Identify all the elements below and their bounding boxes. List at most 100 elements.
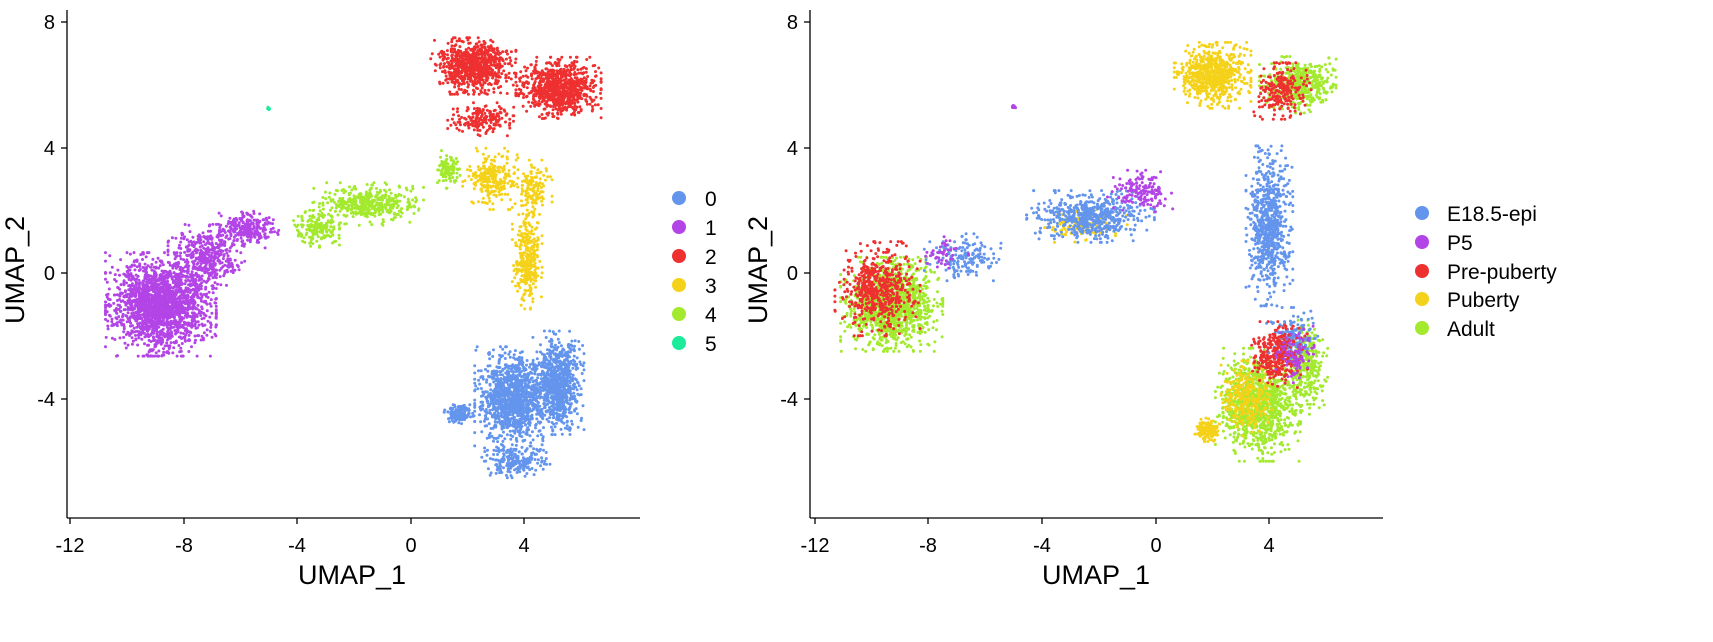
scatter-point bbox=[136, 274, 140, 278]
scatter-point bbox=[451, 64, 455, 68]
scatter-point bbox=[464, 48, 468, 52]
scatter-point bbox=[475, 121, 479, 125]
scatter-point bbox=[551, 115, 555, 119]
scatter-point bbox=[140, 299, 144, 303]
scatter-point bbox=[196, 295, 200, 299]
scatter-point bbox=[185, 322, 189, 326]
scatter-point bbox=[471, 56, 475, 60]
scatter-point bbox=[149, 288, 153, 292]
scatter-point bbox=[163, 312, 167, 316]
scatter-point bbox=[119, 318, 123, 322]
scatter-point bbox=[147, 334, 151, 338]
scatter-point bbox=[164, 309, 168, 313]
scatter-point bbox=[147, 338, 151, 342]
scatter-point bbox=[104, 259, 107, 263]
scatter-point bbox=[479, 387, 483, 390]
scatter-point bbox=[543, 116, 547, 120]
scatter-point bbox=[588, 95, 592, 99]
scatter-point bbox=[221, 265, 225, 269]
scatter-point bbox=[253, 230, 257, 234]
scatter-point bbox=[456, 48, 460, 52]
scatter-point bbox=[165, 305, 168, 309]
scatter-point bbox=[429, 57, 433, 61]
scatter-point bbox=[458, 45, 462, 49]
scatter-point bbox=[130, 324, 134, 328]
scatter-point bbox=[159, 305, 163, 309]
scatter-point bbox=[446, 41, 450, 45]
scatter-point bbox=[180, 296, 184, 300]
scatter-point bbox=[554, 87, 558, 91]
scatter-point bbox=[588, 102, 592, 106]
scatter-point bbox=[586, 75, 590, 78]
scatter-point bbox=[166, 240, 170, 244]
scatter-point bbox=[214, 222, 218, 226]
scatter-point bbox=[535, 417, 539, 421]
scatter-point bbox=[190, 345, 193, 349]
scatter-point bbox=[558, 68, 562, 72]
scatter-point bbox=[223, 231, 227, 234]
scatter-point bbox=[200, 259, 204, 263]
scatter-point bbox=[552, 97, 556, 101]
scatter-point bbox=[136, 343, 140, 347]
scatter-point bbox=[155, 293, 159, 297]
scatter-point bbox=[551, 74, 554, 78]
scatter-point bbox=[468, 67, 472, 71]
scatter-point bbox=[252, 234, 256, 238]
scatter-point bbox=[559, 112, 563, 116]
scatter-point bbox=[460, 75, 464, 79]
scatter-point bbox=[450, 40, 454, 44]
scatter-point bbox=[155, 327, 159, 330]
scatter-point bbox=[153, 354, 157, 358]
scatter-point bbox=[465, 36, 469, 40]
scatter-point bbox=[158, 322, 162, 326]
scatter-point bbox=[583, 79, 587, 83]
scatter-point bbox=[498, 110, 502, 114]
scatter-point bbox=[226, 254, 230, 258]
scatter-point bbox=[150, 263, 154, 266]
scatter-point bbox=[522, 96, 525, 99]
scatter-point bbox=[232, 217, 236, 221]
scatter-point bbox=[483, 88, 487, 92]
scatter-point bbox=[137, 324, 140, 328]
scatter-point bbox=[519, 88, 523, 92]
scatter-point bbox=[477, 40, 481, 44]
scatter-point bbox=[158, 276, 162, 279]
scatter-point bbox=[563, 72, 567, 76]
scatter-point bbox=[157, 349, 161, 353]
scatter-point bbox=[456, 74, 460, 78]
scatter-point bbox=[579, 108, 583, 111]
scatter-point bbox=[106, 319, 110, 323]
scatter-point bbox=[446, 60, 449, 64]
scatter-point bbox=[455, 110, 459, 114]
scatter-point bbox=[504, 113, 508, 117]
scatter-point bbox=[179, 236, 183, 240]
scatter-point bbox=[173, 341, 177, 345]
scatter-point bbox=[183, 235, 186, 239]
scatter-point bbox=[183, 250, 187, 254]
scatter-point bbox=[594, 95, 598, 99]
scatter-point bbox=[580, 97, 584, 101]
scatter-point bbox=[126, 311, 130, 315]
scatter-point bbox=[557, 61, 561, 64]
scatter-point bbox=[208, 271, 212, 275]
scatter-point bbox=[488, 127, 491, 131]
scatter-point bbox=[160, 260, 164, 264]
scatter-point bbox=[137, 336, 141, 340]
scatter-point bbox=[219, 283, 223, 287]
scatter-point bbox=[549, 62, 553, 66]
scatter-point bbox=[107, 287, 111, 291]
scatter-point bbox=[127, 269, 131, 272]
scatter-point bbox=[209, 323, 213, 327]
scatter-point bbox=[549, 104, 552, 108]
scatter-point bbox=[204, 235, 208, 239]
scatter-point bbox=[467, 41, 471, 45]
scatter-point bbox=[242, 244, 246, 248]
scatter-point bbox=[473, 364, 477, 368]
scatter-point bbox=[172, 346, 176, 350]
scatter-point bbox=[494, 57, 498, 61]
scatter-point bbox=[483, 41, 487, 45]
scatter-point bbox=[547, 69, 551, 73]
scatter-point bbox=[214, 301, 218, 305]
scatter-point bbox=[152, 275, 156, 279]
scatter-point bbox=[508, 117, 512, 121]
